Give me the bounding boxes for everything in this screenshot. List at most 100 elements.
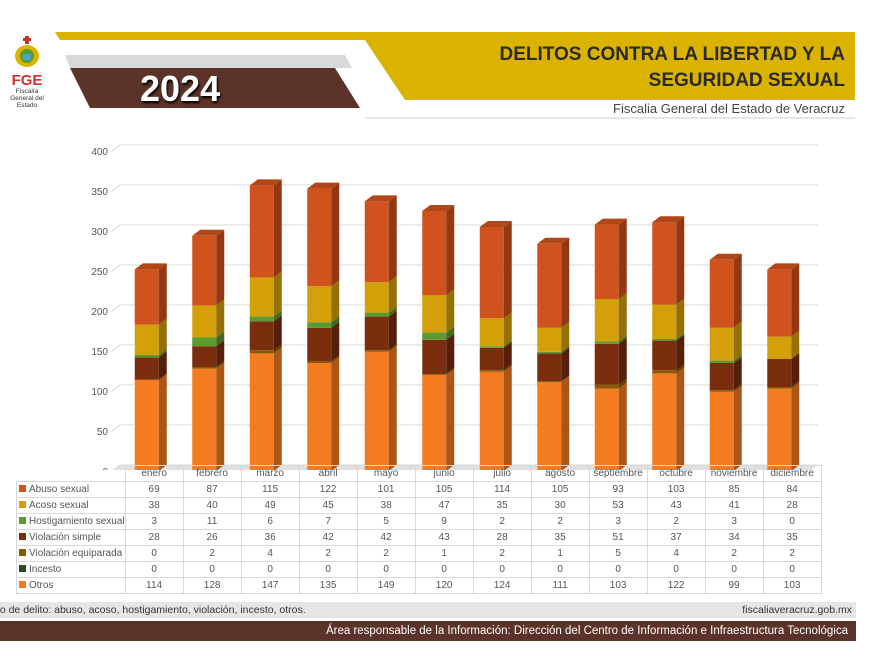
data-cell: 30 xyxy=(530,497,590,514)
bar-segment-side xyxy=(388,276,397,313)
bar-segment-side xyxy=(503,341,512,371)
bar-segment xyxy=(249,321,274,351)
data-cell: 87 xyxy=(182,481,242,498)
bar-segment xyxy=(652,304,677,339)
data-cell: 114 xyxy=(472,481,532,498)
month-header: mayo xyxy=(356,465,416,482)
bar-segment xyxy=(192,235,217,306)
data-cell: 114 xyxy=(124,577,184,594)
data-cell: 41 xyxy=(704,497,764,514)
bar-top xyxy=(249,179,282,186)
bar-segment xyxy=(537,243,562,328)
data-cell: 9 xyxy=(414,513,474,530)
website-link[interactable]: fiscaliaveracruz.gob.mx xyxy=(742,604,852,616)
bar-segment-side xyxy=(503,221,512,319)
bar-segment xyxy=(364,350,389,352)
data-cell: 122 xyxy=(298,481,358,498)
data-cell: 51 xyxy=(588,529,648,546)
bar-top xyxy=(709,253,742,260)
bar-segment xyxy=(652,373,677,470)
logo-subtext: Fiscalía General del Estado xyxy=(10,88,44,109)
data-cell: 111 xyxy=(530,577,590,594)
series-label: Incesto xyxy=(16,561,126,578)
gridline xyxy=(111,264,818,272)
data-cell: 122 xyxy=(646,577,706,594)
data-cell: 0 xyxy=(240,561,300,578)
data-cell: 3 xyxy=(588,513,648,530)
table-row: Hostigamiento sexual 3 11 6 7 5 9 2 2 3 2 3 0 xyxy=(16,513,822,530)
data-cell: 37 xyxy=(646,529,706,546)
bar-segment-side xyxy=(733,253,742,328)
bar-segment-side xyxy=(618,218,627,299)
bar-segment xyxy=(652,339,677,341)
bar-segment xyxy=(537,353,562,382)
bar-segment-side xyxy=(331,280,340,323)
data-cell: 0 xyxy=(762,561,822,578)
gridline xyxy=(111,144,818,152)
bar-segment-side xyxy=(676,216,685,305)
bar-segment-side xyxy=(618,382,627,470)
series-label: Hostigamiento sexual xyxy=(16,513,126,530)
bar-segment-side xyxy=(158,349,167,358)
bar-segment xyxy=(767,359,792,387)
bar-segment xyxy=(249,185,274,278)
data-cell: 105 xyxy=(530,481,590,498)
fge-logo: FGE Fiscalía General del Estado xyxy=(6,36,48,109)
bar-segment-side xyxy=(446,289,455,333)
month-header: septiembre xyxy=(588,465,648,482)
series-name: Hostigamiento sexual xyxy=(29,516,125,527)
logo-text: FGE xyxy=(11,72,43,89)
bar-segment-side xyxy=(216,331,225,347)
data-cell: 99 xyxy=(704,577,764,594)
bar-segment xyxy=(192,346,217,367)
bar-segment-side xyxy=(158,373,167,470)
bar-segment-side xyxy=(216,229,225,306)
bar-segment-side xyxy=(388,344,397,352)
series-name: Violación equiparada xyxy=(29,548,123,559)
data-cell: 69 xyxy=(124,481,184,498)
bar-segment xyxy=(479,371,504,470)
footer-responsible-bar: Área responsable de la Información: Dire… xyxy=(0,621,856,641)
bar-segment-side xyxy=(561,237,570,328)
bar-top xyxy=(767,263,800,270)
bar-segment-side xyxy=(618,378,627,389)
bar-segment xyxy=(307,363,332,470)
bar-segment-side xyxy=(273,179,282,278)
table-row: Abuso sexual 69 87 115 122 101 105 114 105 93 103 8… xyxy=(16,481,822,498)
data-cell: 0 xyxy=(704,561,764,578)
data-cell: 85 xyxy=(704,481,764,498)
month-header: diciembre xyxy=(762,465,822,482)
bar-segment-side xyxy=(791,382,800,470)
data-cell: 5 xyxy=(588,545,648,562)
bar-top xyxy=(192,229,225,236)
bar-segment xyxy=(249,353,274,470)
bar-segment-side xyxy=(561,347,570,382)
y-tick-label: 350 xyxy=(91,187,108,198)
series-label: Acoso sexual xyxy=(16,497,126,514)
bar-segment-side xyxy=(561,375,570,383)
data-table: enero febrero marzo abril mayo junio julio agos… xyxy=(16,465,822,594)
bar-top xyxy=(422,205,455,211)
bar-segment xyxy=(709,259,734,328)
month-header: enero xyxy=(124,465,184,482)
bar-segment xyxy=(537,381,562,383)
bar-top xyxy=(134,263,167,270)
bar-segment-side xyxy=(618,337,627,385)
bar-segment xyxy=(307,361,332,363)
bar-segment xyxy=(594,341,619,344)
bar-segment xyxy=(479,347,504,371)
bar-top xyxy=(307,182,340,189)
month-header: junio xyxy=(414,465,474,482)
bar-segment-side xyxy=(561,376,570,470)
bar-segment xyxy=(479,346,504,348)
bar-segment xyxy=(364,282,389,313)
data-cell: 115 xyxy=(240,481,300,498)
data-cell: 103 xyxy=(762,577,822,594)
data-cell: 35 xyxy=(530,529,590,546)
y-tick-label: 300 xyxy=(91,227,108,238)
bar-top xyxy=(594,218,627,225)
bar-segment xyxy=(767,336,792,359)
data-cell: 4 xyxy=(646,545,706,562)
data-cell: 34 xyxy=(704,529,764,546)
data-cell: 43 xyxy=(646,497,706,514)
